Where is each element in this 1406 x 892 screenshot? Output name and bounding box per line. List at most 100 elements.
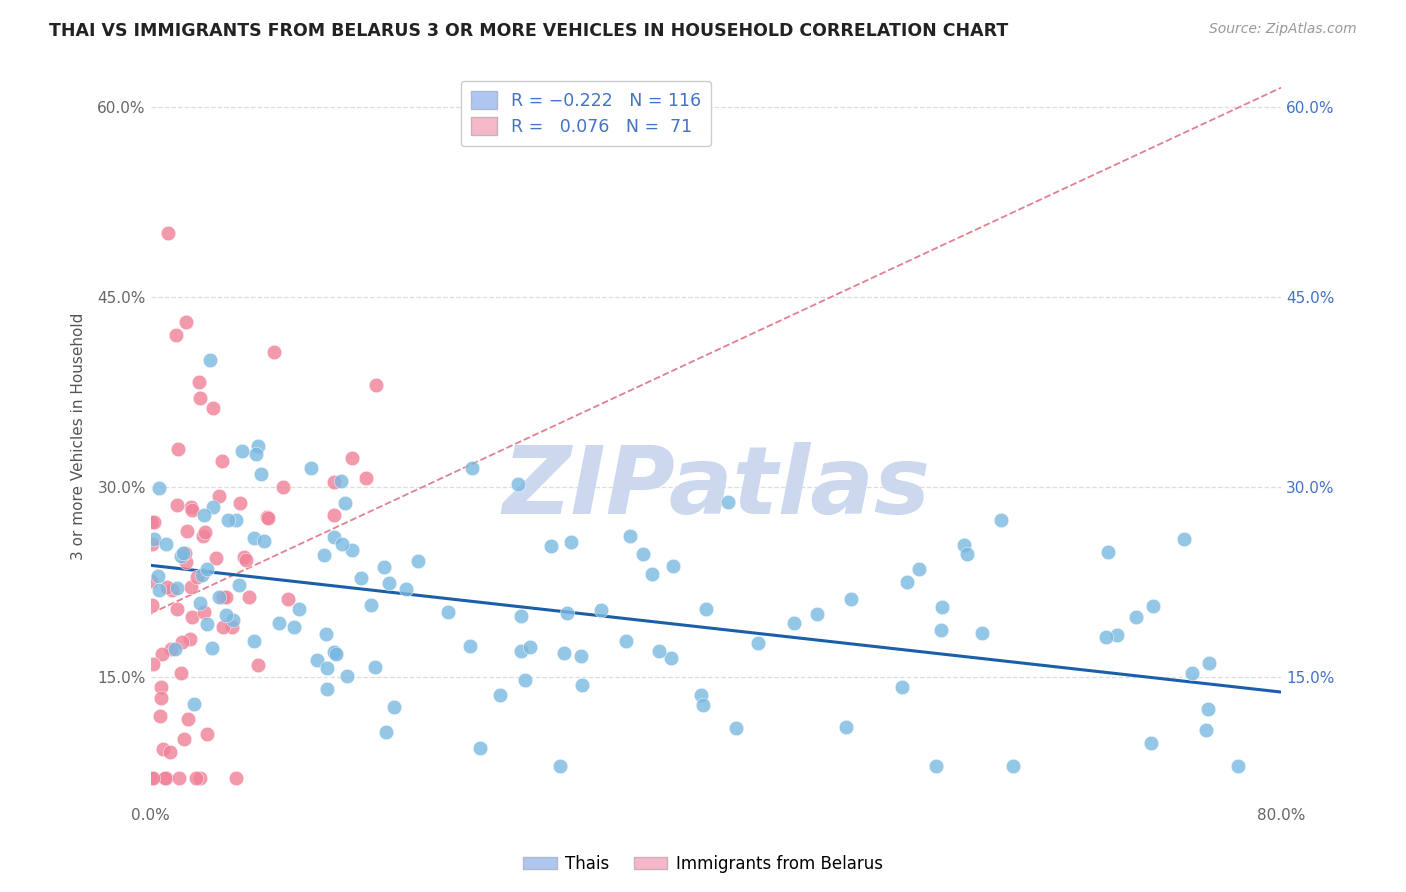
- Point: [166, 499, 188, 513]
- Point: [180, 580, 202, 594]
- Point: [1227, 758, 1250, 772]
- Point: [165, 327, 187, 342]
- Point: [155, 772, 177, 786]
- Point: [217, 513, 239, 527]
- Point: [287, 601, 309, 615]
- Point: [253, 534, 276, 549]
- Point: [350, 571, 373, 585]
- Point: [925, 758, 948, 772]
- Point: [747, 636, 769, 650]
- Point: [193, 529, 215, 543]
- Point: [166, 602, 188, 616]
- Point: [208, 489, 231, 503]
- Point: [166, 581, 188, 595]
- Point: [835, 720, 858, 734]
- Point: [142, 657, 165, 671]
- Point: [173, 732, 195, 747]
- Point: [181, 610, 204, 624]
- Point: [513, 673, 536, 687]
- Point: [159, 745, 181, 759]
- Point: [1094, 630, 1116, 644]
- Point: [489, 688, 512, 702]
- Point: [553, 646, 575, 660]
- Point: [142, 515, 165, 529]
- Point: [460, 639, 482, 653]
- Point: [896, 575, 918, 590]
- Point: [364, 378, 387, 392]
- Point: [437, 605, 460, 619]
- Point: [1197, 702, 1219, 716]
- Point: [225, 772, 247, 786]
- Point: [395, 582, 418, 596]
- Point: [263, 345, 285, 359]
- Point: [342, 450, 364, 465]
- Point: [695, 601, 717, 615]
- Point: [148, 481, 170, 495]
- Point: [269, 615, 291, 630]
- Point: [1173, 532, 1195, 546]
- Point: [839, 591, 862, 606]
- Point: [382, 700, 405, 714]
- Point: [215, 608, 238, 623]
- Point: [659, 651, 682, 665]
- Point: [231, 444, 253, 458]
- Point: [195, 727, 218, 741]
- Point: [155, 537, 177, 551]
- Point: [247, 439, 270, 453]
- Point: [378, 576, 401, 591]
- Point: [312, 548, 335, 562]
- Point: [560, 534, 582, 549]
- Point: [406, 554, 429, 568]
- Point: [342, 542, 364, 557]
- Point: [689, 688, 711, 702]
- Point: [150, 680, 173, 694]
- Point: [283, 620, 305, 634]
- Legend: Thais, Immigrants from Belarus: Thais, Immigrants from Belarus: [516, 848, 890, 880]
- Point: [141, 598, 163, 612]
- Point: [167, 442, 190, 457]
- Point: [952, 538, 974, 552]
- Point: [195, 562, 218, 576]
- Point: [176, 524, 198, 538]
- Point: [1097, 544, 1119, 558]
- Point: [470, 740, 492, 755]
- Point: [662, 558, 685, 573]
- Point: [207, 590, 229, 604]
- Point: [221, 613, 243, 627]
- Point: [329, 474, 352, 488]
- Point: [148, 583, 170, 598]
- Point: [509, 644, 531, 658]
- Point: [177, 712, 200, 726]
- Point: [692, 698, 714, 712]
- Point: [195, 617, 218, 632]
- Point: [1140, 736, 1163, 750]
- Point: [891, 680, 914, 694]
- Point: [641, 566, 664, 581]
- Point: [180, 503, 202, 517]
- Point: [956, 548, 979, 562]
- Point: [167, 772, 190, 786]
- Point: [180, 500, 202, 514]
- Point: [569, 649, 592, 664]
- Point: [315, 682, 337, 697]
- Point: [322, 508, 344, 522]
- Point: [194, 524, 217, 539]
- Point: [156, 227, 179, 241]
- Point: [188, 772, 211, 786]
- Point: [142, 532, 165, 546]
- Point: [235, 553, 257, 567]
- Text: THAI VS IMMIGRANTS FROM BELARUS 3 OR MORE VEHICLES IN HOUSEHOLD CORRELATION CHAR: THAI VS IMMIGRANTS FROM BELARUS 3 OR MOR…: [49, 22, 1008, 40]
- Point: [250, 467, 273, 482]
- Point: [1105, 628, 1128, 642]
- Point: [149, 708, 172, 723]
- Point: [242, 634, 264, 648]
- Point: [1181, 665, 1204, 680]
- Point: [364, 660, 387, 674]
- Point: [245, 447, 267, 461]
- Point: [205, 550, 228, 565]
- Point: [139, 515, 162, 529]
- Point: [232, 549, 254, 564]
- Point: [142, 772, 165, 786]
- Point: [162, 583, 184, 598]
- Point: [783, 616, 806, 631]
